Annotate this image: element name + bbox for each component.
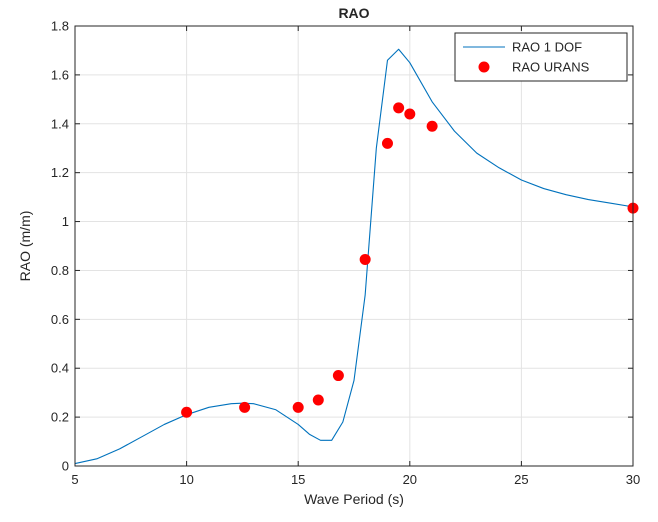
x-axis-label: Wave Period (s) [304,491,404,507]
x-tick-label: 25 [514,472,528,487]
data-point-rao-urans [181,406,193,418]
x-tick-label: 5 [71,472,78,487]
y-tick-label: 1.8 [51,19,69,34]
x-tick-label: 15 [291,472,305,487]
legend-label: RAO 1 DOF [512,40,582,55]
x-tick-label: 30 [626,472,640,487]
y-tick-label: 0.8 [51,263,69,278]
data-point-rao-urans [332,370,344,382]
data-point-rao-urans [426,120,438,132]
y-tick-label: 1.6 [51,67,69,82]
x-tick-label: 10 [179,472,193,487]
legend-label: RAO URANS [512,60,590,75]
y-tick-label: 0.2 [51,410,69,425]
x-tick-label: 20 [403,472,417,487]
y-tick-label: 0.4 [51,361,69,376]
y-tick-label: 1 [62,214,69,229]
data-point-rao-urans [239,401,251,413]
data-point-rao-urans [292,401,304,413]
data-point-rao-urans [312,394,324,406]
y-tick-label: 0 [62,459,69,474]
data-point-rao-urans [359,253,371,265]
legend-box [454,32,628,82]
y-tick-label: 1.2 [51,165,69,180]
legend: RAO 1 DOF RAO URANS [454,32,628,82]
plot-frame [74,25,634,467]
plot-series [74,48,639,465]
data-point-rao-urans [404,108,416,120]
grid [74,25,634,467]
data-point-rao-urans [393,102,405,114]
y-tick-label: 1.4 [51,116,69,131]
data-point-rao-urans [381,137,393,149]
legend-swatch-marker [478,61,490,73]
axis-ticks: 5 10 15 20 25 30 0 0.2 0.4 0.6 0.8 1 1.2 1.4 1.6 1.8 [51,19,640,488]
chart-title: RAO [338,5,369,21]
y-tick-label: 0.6 [51,312,69,327]
y-axis-label: RAO (m/m) [17,211,33,282]
